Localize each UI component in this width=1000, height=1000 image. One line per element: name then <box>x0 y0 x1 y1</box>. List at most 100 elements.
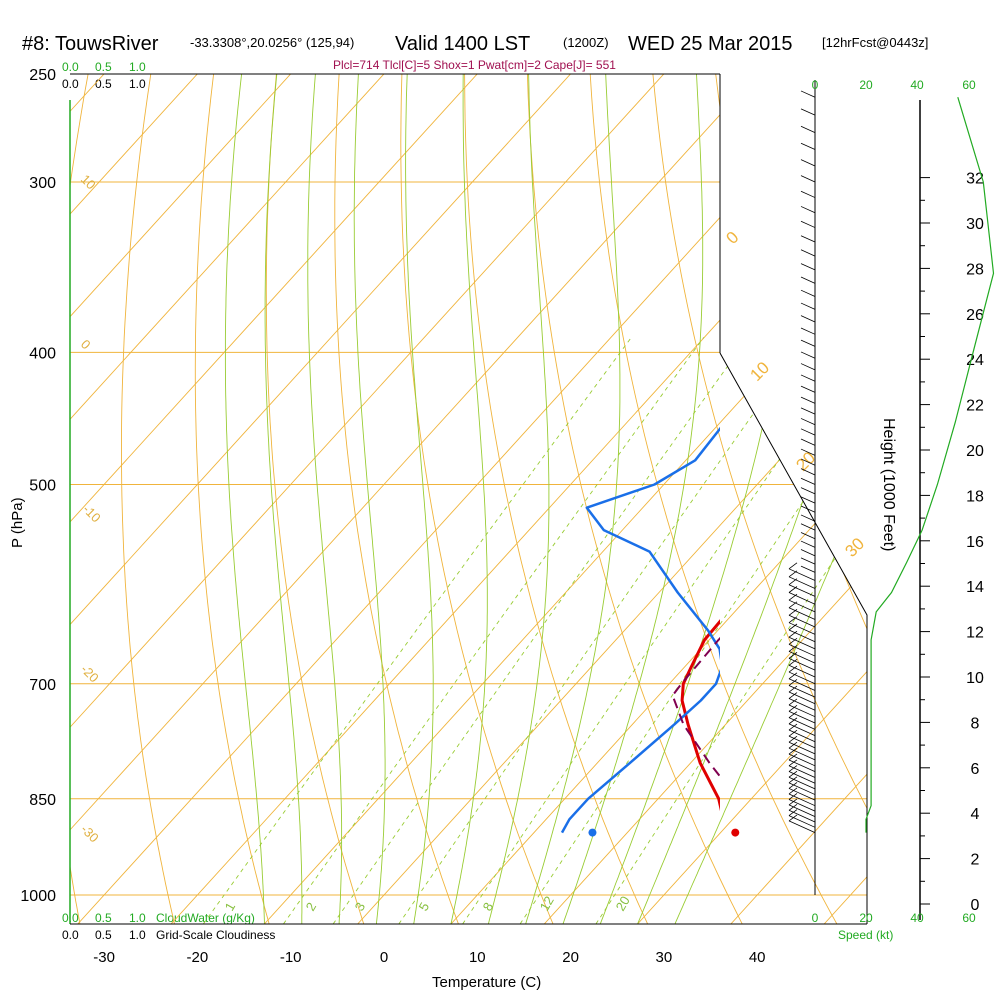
wind-barb <box>788 651 816 664</box>
cloudwater-top-2: 1.0 <box>129 60 146 74</box>
temperature-line <box>680 619 720 812</box>
wind-barb <box>788 685 816 698</box>
wind-barb-flag <box>788 685 798 693</box>
speed-top-20: 20 <box>859 78 873 92</box>
speed-bottom-20: 20 <box>859 911 873 925</box>
mixing-ratio-label-5: 5 <box>416 900 433 914</box>
height-tick-0: 0 <box>971 897 980 914</box>
valid-time: Valid 1400 LST <box>395 33 530 55</box>
wind-barb <box>788 576 816 589</box>
wind-barb-flag <box>788 705 798 712</box>
wind-barb <box>788 717 816 730</box>
wind-barb-flag <box>788 645 798 652</box>
wind-barb-flag <box>788 711 798 718</box>
cloudiness-label: Grid-Scale Cloudiness <box>156 928 275 942</box>
wind-barb <box>800 125 816 133</box>
wind-barb-flag <box>788 638 798 645</box>
speed-label: Speed (kt) <box>838 928 893 942</box>
dry-adiabat-230 <box>0 50 31 924</box>
wind-barb <box>800 514 816 522</box>
wind-barb <box>788 629 816 643</box>
dry-adiabat-label-0: 10 <box>78 172 99 193</box>
sounding-series <box>560 426 720 834</box>
wind-barb <box>788 643 816 657</box>
wind-barb-flag <box>788 793 798 800</box>
valid-zulu: (1200Z) <box>563 35 609 50</box>
mixing-ratio-3 <box>332 337 749 924</box>
speed-bottom-0: 0 <box>812 911 819 925</box>
background-lines <box>0 50 867 924</box>
temp-tick--10: -10 <box>280 949 302 966</box>
dry-adiabat-label-8: 30 <box>841 534 868 561</box>
height-tick-12: 12 <box>966 625 984 642</box>
temp-tick-30: 30 <box>656 949 673 966</box>
wind-barb <box>800 235 816 243</box>
wind-barb <box>788 636 816 650</box>
moist-adiabat-34 <box>674 74 867 924</box>
wind-barb <box>800 418 816 426</box>
isotherm--90 <box>70 74 313 924</box>
wind-barb-flag <box>788 803 798 811</box>
pressure-tick-300: 300 <box>29 175 56 192</box>
mixing-ratio-label-3: 3 <box>352 900 369 914</box>
temp-tick-0: 0 <box>380 949 388 966</box>
wind-barb-flag <box>788 717 798 725</box>
mixing-ratio-label-2: 2 <box>303 900 320 914</box>
height-tick-20: 20 <box>966 443 984 460</box>
wind-barb <box>800 351 816 359</box>
mixing-ratio-label-20: 20 <box>613 893 633 913</box>
moist-adiabat-2 <box>353 74 386 924</box>
height-axis-title: Height (1000 Feet) <box>880 418 897 551</box>
wind-barb <box>788 771 816 784</box>
wind-barb <box>788 658 816 671</box>
isotherm-0 <box>357 74 867 924</box>
isotherm--70 <box>70 74 500 924</box>
wind-barb <box>788 759 816 773</box>
valid-date: WED 25 Mar 2015 <box>628 33 793 55</box>
dry-adiabat-label-2: -10 <box>80 502 104 526</box>
dry-adiabat-310 <box>526 74 743 924</box>
wind-barb <box>800 142 816 150</box>
wind-barb <box>800 315 816 323</box>
wind-barb-flag <box>788 698 798 706</box>
wind-barb-flag <box>788 798 798 806</box>
surface-temperature-marker <box>731 828 740 837</box>
isotherm-30 <box>637 74 867 924</box>
forecast-label: [12hrFcst@0443z] <box>822 35 928 50</box>
height-tick-30: 30 <box>966 216 984 233</box>
station-coords: -33.3308°,20.0256° (125,94) <box>190 35 354 50</box>
wind-barb <box>800 363 816 371</box>
wind-barb <box>788 704 816 718</box>
cloudiness-top-2: 1.0 <box>129 77 146 91</box>
wind-barb-flag <box>788 623 798 631</box>
wind-barb <box>800 557 816 565</box>
wind-barb <box>800 407 816 415</box>
wind-barb <box>800 468 816 476</box>
isotherm--60 <box>70 74 593 924</box>
dry-adiabat-280 <box>334 74 459 924</box>
y-axis-title: P (hPa) <box>9 497 26 548</box>
wind-barb <box>800 175 816 183</box>
isotherm--10 <box>264 74 867 924</box>
wind-barb <box>800 428 816 436</box>
wind-barb-flag <box>788 741 798 749</box>
wind-barb <box>788 723 816 736</box>
wind-barb-flag <box>788 747 798 755</box>
moist-adiabat-18 <box>525 74 621 924</box>
pressure-tick-500: 500 <box>29 478 56 495</box>
mixing-ratio-5 <box>398 337 808 924</box>
isotherm--110 <box>70 74 127 924</box>
cloudwater-top-0: 0.0 <box>62 60 79 74</box>
wind-barb <box>800 190 816 198</box>
wind-barb <box>800 438 816 446</box>
wind-barb <box>800 276 816 284</box>
moist-adiabat-10 <box>450 74 488 924</box>
dewpoint-line <box>560 426 720 834</box>
isotherm-40 <box>730 74 867 924</box>
wind-barb <box>788 568 816 581</box>
wind-barb <box>788 820 816 833</box>
wind-barb <box>800 448 816 456</box>
temp-tick-10: 10 <box>469 949 486 966</box>
surface-markers <box>588 828 740 837</box>
